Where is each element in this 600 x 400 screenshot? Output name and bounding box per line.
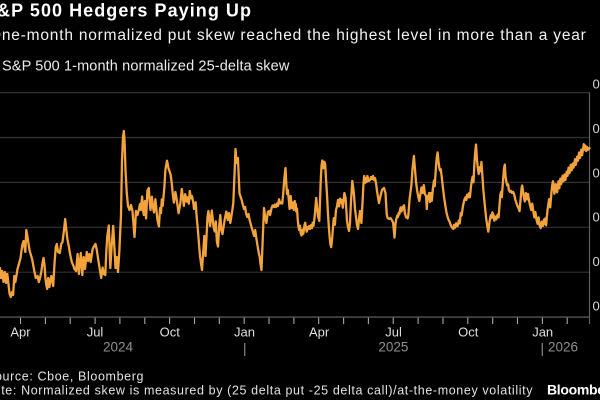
- svg-text:|: |: [541, 341, 545, 356]
- svg-text:0.20: 0.20: [593, 254, 600, 269]
- svg-text:2026: 2026: [548, 340, 578, 355]
- svg-text:0.40: 0.40: [593, 77, 600, 92]
- svg-text:Jul: Jul: [385, 325, 402, 340]
- svg-text:Apr: Apr: [309, 325, 330, 340]
- svg-text:0.30: 0.30: [593, 165, 600, 180]
- svg-text:Jan: Jan: [234, 325, 255, 340]
- svg-text:Oct: Oct: [458, 325, 479, 340]
- svg-text:0.15: 0.15: [593, 299, 600, 314]
- svg-text:S&P 500 Hedgers Paying Up: S&P 500 Hedgers Paying Up: [0, 1, 252, 21]
- svg-text:Apr: Apr: [10, 325, 31, 340]
- svg-text:0.25: 0.25: [593, 210, 600, 225]
- svg-text:0.35: 0.35: [593, 121, 600, 136]
- svg-text:Oct: Oct: [160, 325, 181, 340]
- svg-text:|: |: [243, 341, 247, 356]
- svg-text:Jan: Jan: [532, 325, 553, 340]
- svg-text:2024: 2024: [103, 340, 134, 355]
- svg-text:Source: Cboe, Bloomberg: Source: Cboe, Bloomberg: [0, 370, 144, 384]
- svg-text:Bloomberg: Bloomberg: [547, 382, 600, 398]
- svg-text:2025: 2025: [378, 340, 408, 355]
- svg-text:S&P 500 1-month normalized 25-: S&P 500 1-month normalized 25-delta skew: [2, 59, 290, 75]
- svg-text:One-month normalized put skew: One-month normalized put skew reached th…: [0, 27, 587, 44]
- svg-text:Note: Normalized skew is measu: Note: Normalized skew is measured by (25…: [0, 384, 533, 398]
- svg-text:Jul: Jul: [87, 325, 104, 340]
